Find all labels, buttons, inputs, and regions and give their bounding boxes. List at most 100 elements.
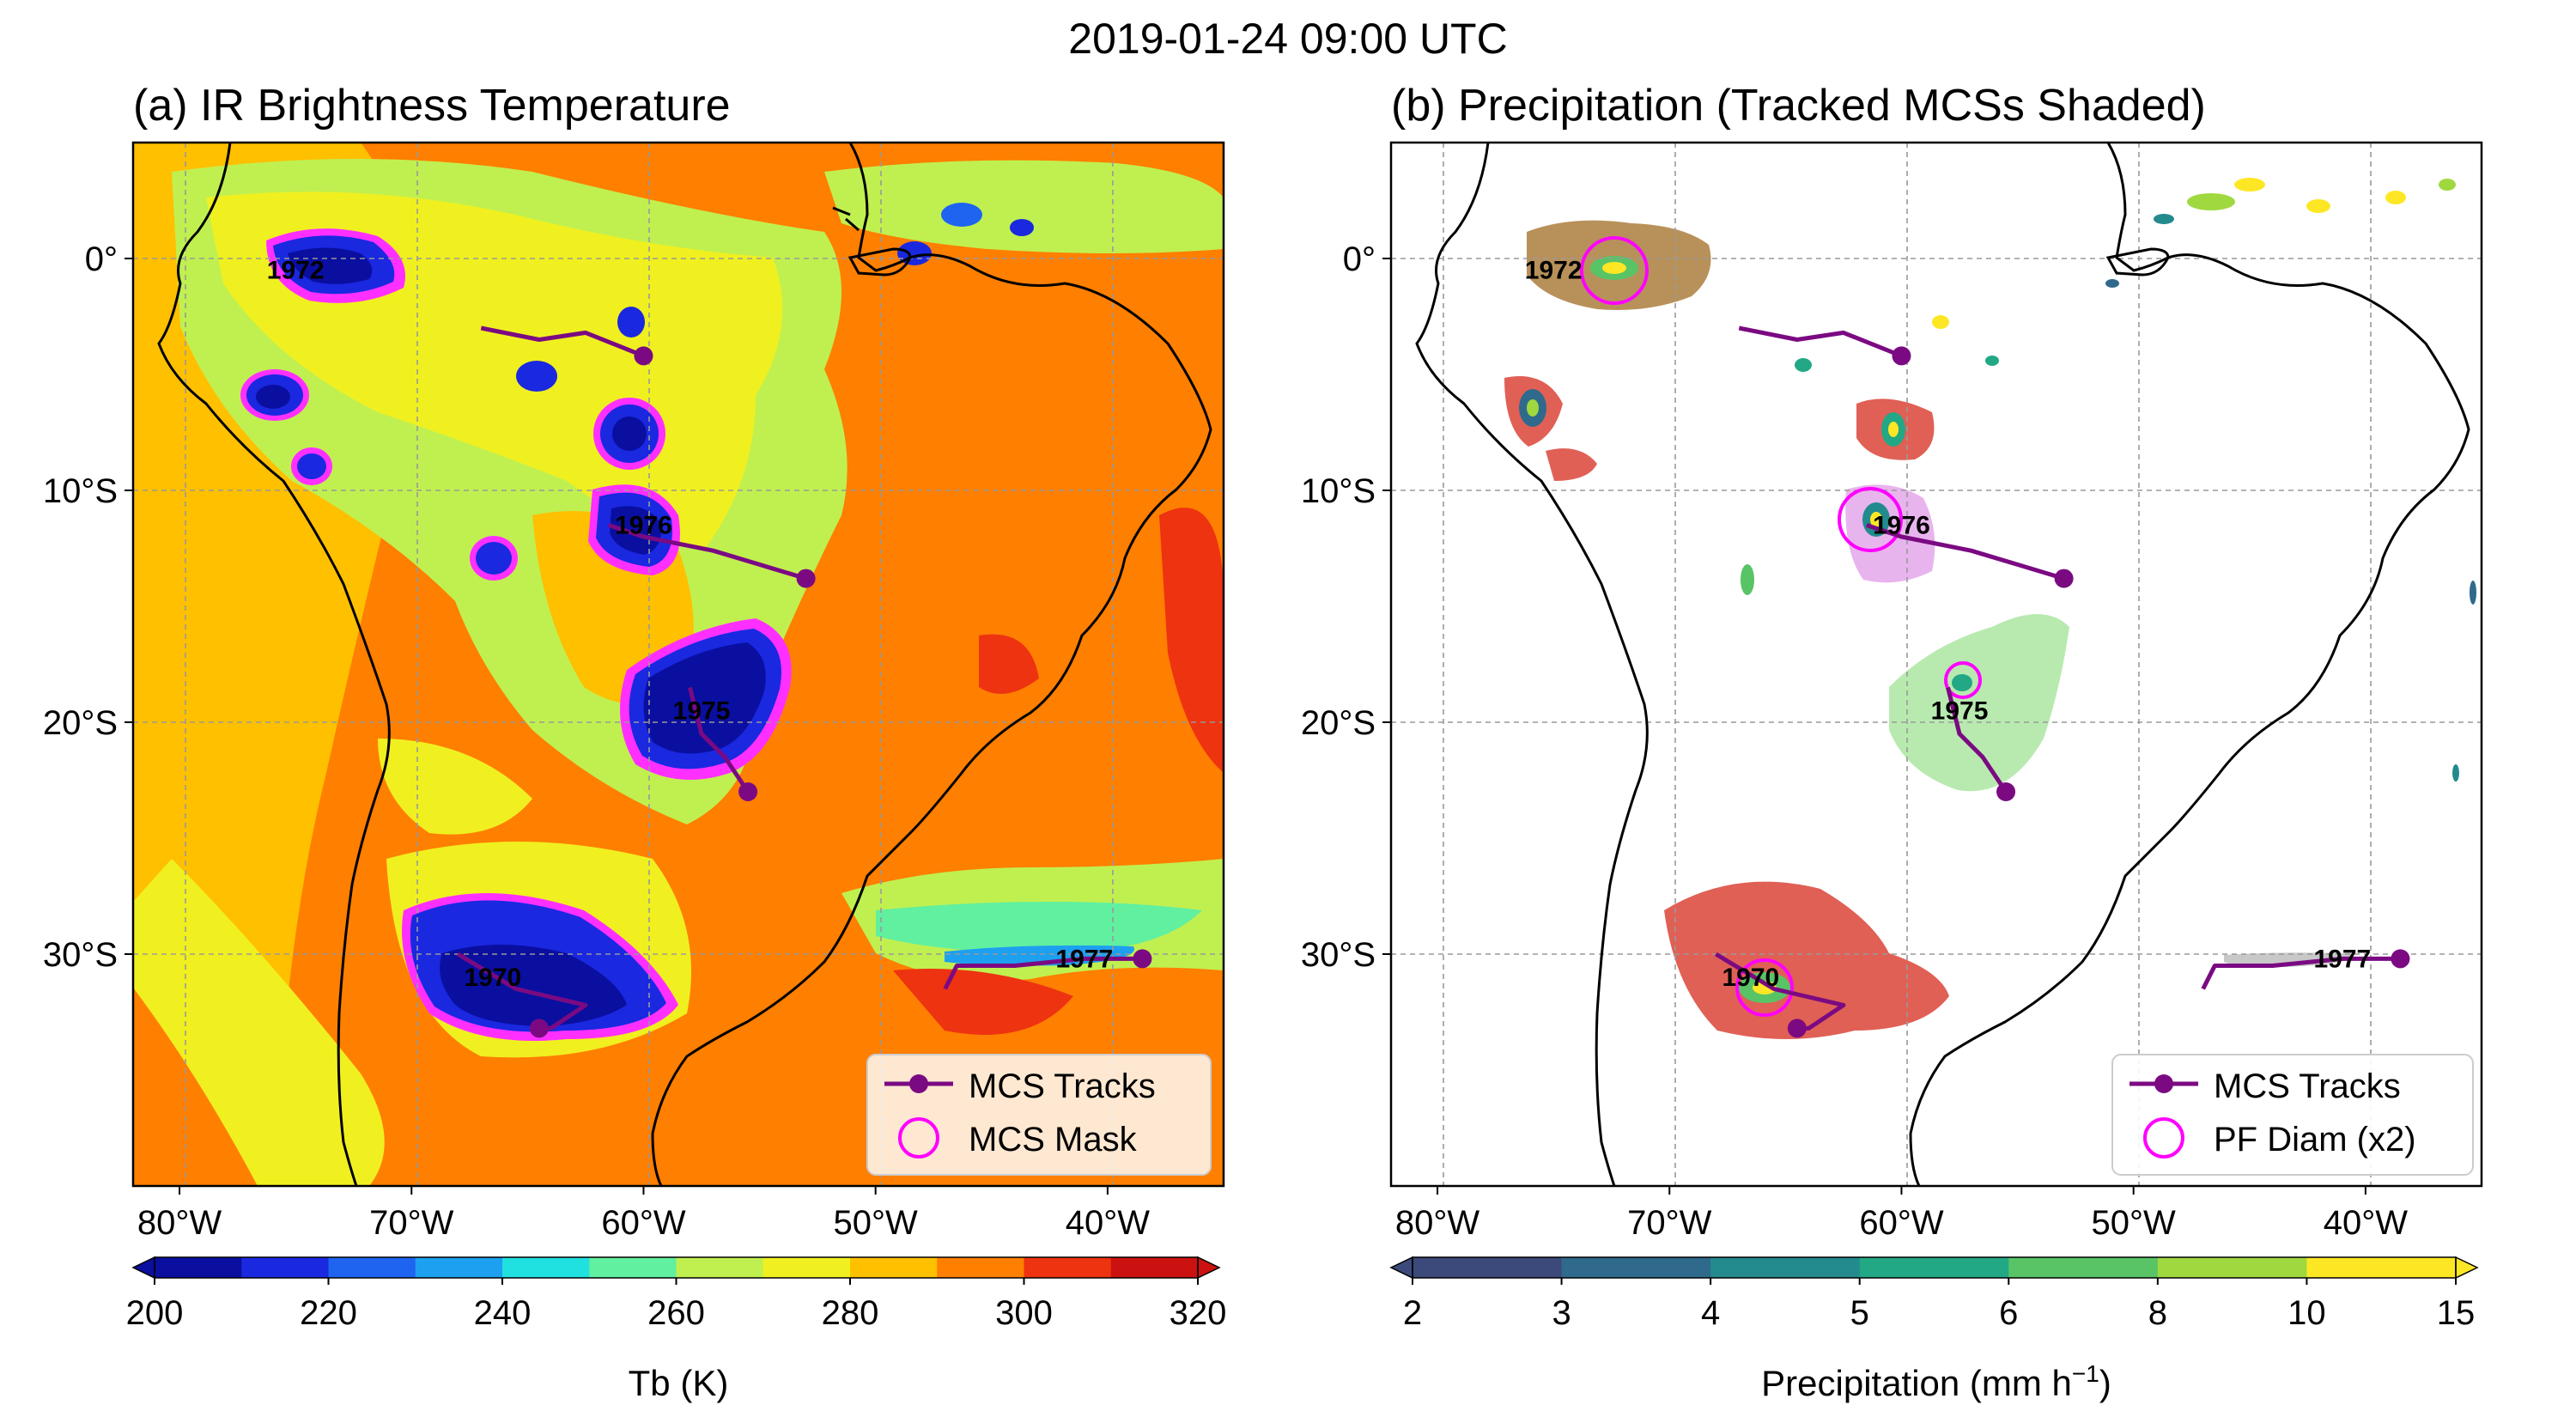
pf-circle-1976 — [1838, 487, 1903, 552]
panel-a-hot-patch — [1159, 508, 1224, 773]
track-1972 — [480, 325, 645, 358]
colorbar-tick-label: 260 — [647, 1294, 705, 1332]
panel-a-convective-cores — [240, 203, 1134, 1041]
track-end-1972 — [1892, 346, 1911, 366]
legend-mask-marker — [898, 1117, 939, 1159]
colorbar-swatch — [850, 1257, 938, 1278]
track-label-1977: 1977 — [2313, 945, 2371, 973]
panel-a-legend: MCS Tracks MCS Mask — [866, 1054, 1212, 1176]
track-end-1972 — [634, 346, 653, 366]
track-end-1975 — [738, 782, 758, 801]
colorbar-swatch — [502, 1257, 590, 1278]
ytick-label: 30°S — [1301, 936, 1376, 974]
panel-a-cloud-band — [824, 160, 1224, 253]
colorbar-swatch — [676, 1257, 764, 1278]
track-end-1970 — [1787, 1019, 1807, 1038]
xtick-label: 80°W — [137, 1204, 222, 1242]
legend-b-entry-tracks: MCS Tracks — [2214, 1067, 2401, 1105]
colorbar-swatch — [1413, 1257, 1563, 1278]
mask-1970 — [1664, 881, 1949, 1039]
track-label-1972: 1972 — [267, 257, 325, 285]
colorbar-tick-label: 8 — [2148, 1294, 2167, 1332]
panel-a-axis-ticks: 80°W 70°W 60°W 50°W 40°W 0° 10°S 20°S 30°S — [43, 240, 1150, 1242]
panel-b-legend: MCS Tracks PF Diam (x2) — [2111, 1054, 2474, 1176]
track-label-1977: 1977 — [1055, 945, 1113, 973]
mask-1975 — [1889, 614, 2069, 792]
panel-b-colorbar-label: Precipitation (mm h−1) — [1761, 1360, 2111, 1403]
panel-b-axis-ticks: 80°W 70°W 60°W 50°W 40°W 0° 10°S 20°S 30°S — [1301, 240, 2408, 1242]
track-1976 — [608, 523, 807, 581]
track-1977 — [943, 956, 1143, 990]
ytick-label: 20°S — [43, 704, 118, 742]
legend-b-entry-pf: PF Diam (x2) — [2214, 1121, 2416, 1159]
track-1976 — [1866, 523, 2065, 581]
legend-track-marker — [909, 1074, 928, 1093]
panel-a-hot-patch — [979, 634, 1039, 694]
track-1972 — [1738, 325, 1903, 358]
panel-b-colorbar-label-tail: ) — [2099, 1363, 2111, 1403]
colorbar-swatch — [1024, 1257, 1112, 1278]
colorbar-tick-label: 280 — [822, 1294, 879, 1332]
panel-a-coastline — [157, 143, 1212, 1186]
track-end-1970 — [529, 1019, 549, 1038]
colorbar-swatch — [1561, 1257, 1711, 1278]
colorbar-tick-label: 320 — [1170, 1294, 1227, 1332]
colorbar-tick-label: 6 — [1999, 1294, 2018, 1332]
colorbar-tick-label: 200 — [126, 1294, 184, 1332]
colorbar-extend-max — [2455, 1256, 2479, 1280]
track-1975 — [688, 686, 750, 794]
panel-b-colorbar: 2 3 4 5 6 8 10 15 — [1389, 1256, 2479, 1332]
panel-b-pf-circles — [1580, 236, 1982, 1017]
track-1977 — [2201, 956, 2401, 990]
colorbar-swatch — [762, 1257, 851, 1278]
colorbar-swatch — [2306, 1257, 2457, 1278]
colorbar-swatch — [241, 1257, 330, 1278]
colorbar-swatch — [937, 1257, 1025, 1278]
legend-a-entry-mask: MCS Mask — [969, 1121, 1138, 1159]
panel-a-hot-patch — [893, 969, 1073, 1035]
xtick-label: 70°W — [369, 1204, 453, 1242]
panel-a-cloud-band — [876, 902, 1202, 953]
colorbar-swatch — [155, 1257, 242, 1278]
legend-a-entry-tracks: MCS Tracks — [969, 1067, 1156, 1105]
ytick-label: 10°S — [1301, 472, 1376, 510]
pf-circle-1975 — [1944, 661, 1982, 699]
track-label-1976: 1976 — [1873, 512, 1930, 540]
colorbar-extend-min — [131, 1256, 155, 1280]
colorbar-extend-min — [1389, 1256, 1413, 1280]
panel-b: (b) Precipitation (Tracked MCSs Shaded) — [1301, 81, 2483, 1403]
panel-b-frame — [1389, 141, 2483, 1188]
panel-a-tracks: 1972 1976 1975 1970 1977 — [267, 257, 1152, 1038]
colorbar-tick-label: 15 — [2437, 1294, 2476, 1332]
ytick-label: 0° — [85, 240, 118, 278]
pf-circle-1972 — [1580, 236, 1649, 305]
xtick-label: 60°W — [1859, 1204, 1943, 1242]
xtick-label: 80°W — [1395, 1204, 1479, 1242]
ytick-label: 10°S — [43, 472, 118, 510]
track-end-1977 — [1133, 949, 1152, 969]
panel-a-title: (a) IR Brightness Temperature — [133, 81, 731, 131]
mask-1977 — [2224, 952, 2354, 967]
panel-b-title: (b) Precipitation (Tracked MCSs Shaded) — [1391, 81, 2206, 131]
ytick-label: 30°S — [43, 936, 118, 974]
pf-circle-1970 — [1735, 958, 1794, 1017]
panel-b-tracks: 1972 1976 1975 1970 1977 — [1525, 257, 2410, 1038]
colorbar-swatch — [415, 1257, 503, 1278]
xtick-label: 70°W — [1627, 1204, 1711, 1242]
xtick-label: 40°W — [2324, 1204, 2408, 1242]
track-label-1970: 1970 — [464, 964, 521, 992]
panel-b-colorbar-label-sup: −1 — [2072, 1360, 2099, 1387]
xtick-label: 40°W — [1066, 1204, 1150, 1242]
track-label-1970: 1970 — [1722, 964, 1779, 992]
panel-a-frame — [131, 141, 1225, 1188]
colorbar-tick-label: 240 — [474, 1294, 532, 1332]
colorbar-swatch — [1710, 1257, 1861, 1278]
colorbar-swatch — [1110, 1257, 1199, 1278]
colorbar-tick-label: 2 — [1403, 1294, 1422, 1332]
panel-a-colorbar: 200 220 240 260 280 300 320 — [126, 1256, 1227, 1332]
xtick-label: 60°W — [601, 1204, 685, 1242]
panel-a-warm-zone — [133, 988, 258, 1186]
colorbar-tick-label: 10 — [2287, 1294, 2326, 1332]
track-label-1975: 1975 — [673, 697, 731, 726]
